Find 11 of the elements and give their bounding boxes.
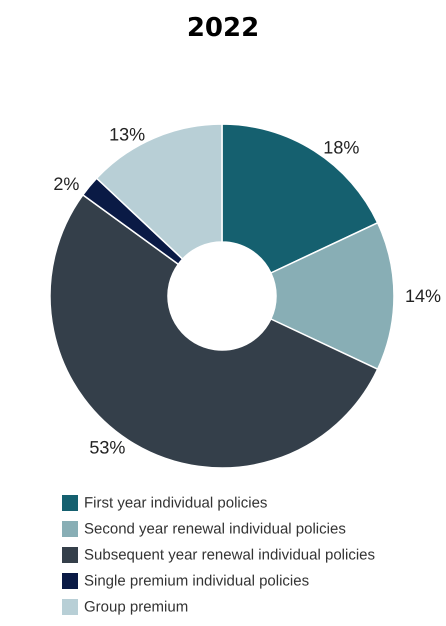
legend-label: Single premium individual policies [84, 572, 310, 590]
data-label: 14% [405, 286, 442, 306]
legend-label: First year individual policies [84, 494, 268, 512]
data-label: 2% [53, 174, 80, 194]
legend-label: Subsequent year renewal individual policies [84, 546, 376, 564]
data-label: 13% [109, 124, 146, 144]
data-label: 53% [89, 437, 126, 458]
legend-label: Group premium [84, 598, 188, 616]
chart-title: 2022 [186, 13, 260, 43]
data-label: 18% [323, 137, 360, 158]
legend-label: Second year renewal individual policies [84, 520, 346, 538]
